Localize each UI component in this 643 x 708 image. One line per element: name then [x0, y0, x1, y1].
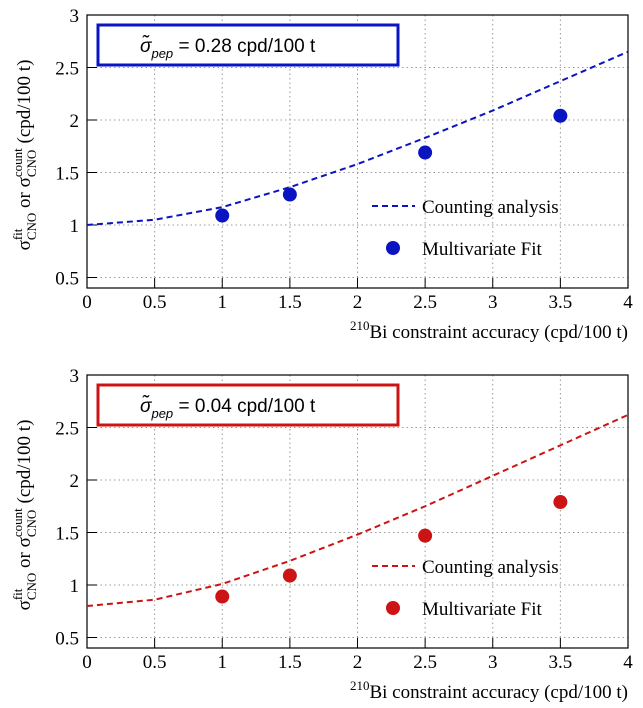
label-text: or σ — [14, 177, 35, 213]
supscript: count — [10, 508, 25, 537]
y-tick-label: 0.5 — [55, 629, 79, 650]
x-tick-label: 1 — [218, 292, 228, 313]
subscript: CNO — [24, 573, 39, 600]
legend-swatch — [386, 601, 400, 615]
supscript: 210 — [350, 318, 370, 333]
plot-frame — [86, 14, 629, 289]
y-tick-label: 1 — [70, 576, 80, 597]
data-point — [418, 145, 433, 160]
annotation-box — [96, 383, 400, 427]
x-tick-label: 0.5 — [143, 292, 167, 313]
x-tick-label: 3.5 — [549, 292, 573, 313]
x-tick-label: 0.5 — [143, 652, 167, 673]
data-point — [215, 589, 230, 604]
y-tick-label: 2.5 — [55, 59, 79, 80]
x-tick-label: 2 — [353, 292, 363, 313]
y-tick-label: 1 — [70, 216, 80, 237]
subscript: pep — [150, 46, 173, 61]
label-text: Bi constraint accuracy (cpd/100 t) — [369, 322, 628, 343]
x-tick-label: 2.5 — [413, 652, 437, 673]
legend-label: Counting analysis — [422, 557, 559, 578]
x-tick-label: 0 — [82, 292, 92, 313]
supscript: count — [10, 148, 25, 177]
supscript: fit — [10, 588, 25, 600]
y-tick-label: 2 — [70, 471, 80, 492]
label-text: = 0.04 cpd/100 t — [173, 396, 316, 417]
y-tick-label: 0.5 — [55, 269, 79, 290]
x-axis-label: 210Bi constraint accuracy (cpd/100 t) — [350, 678, 628, 703]
label-text: = 0.28 cpd/100 t — [173, 36, 316, 57]
curve — [86, 413, 629, 607]
data-point — [282, 187, 297, 202]
y-tick-label: 3 — [70, 6, 80, 27]
data-point — [553, 495, 568, 510]
x-tick-label: 2 — [353, 652, 363, 673]
subscript: CNO — [24, 150, 39, 177]
x-tick-label: 4 — [623, 652, 633, 673]
x-tick-label: 1.5 — [278, 292, 302, 313]
annotation: σ̃pep = 0.04 cpd/100 t — [140, 395, 316, 421]
data-point — [215, 208, 230, 223]
supscript: 210 — [350, 678, 370, 693]
legend-label: Multivariate Fit — [422, 239, 543, 260]
curve — [86, 50, 629, 226]
x-tick-label: 1.5 — [278, 652, 302, 673]
label-text: Bi constraint accuracy (cpd/100 t) — [369, 682, 628, 703]
y-tick-label: 1.5 — [55, 164, 79, 185]
label-text: or σ — [14, 537, 35, 573]
data-point — [553, 108, 568, 123]
y-axis-label: σfitCNO or σcountCNO (cpd/100 t) — [10, 420, 39, 611]
x-tick-label: 4 — [623, 292, 633, 313]
x-tick-label: 0 — [82, 652, 92, 673]
label-text: σ — [14, 240, 35, 250]
label-text: σ — [14, 600, 35, 610]
x-tick-label: 2.5 — [413, 292, 437, 313]
x-tick-label: 3.5 — [549, 652, 573, 673]
plot-frame — [86, 374, 629, 649]
subscript: pep — [150, 406, 173, 421]
annotation: σ̃pep = 0.28 cpd/100 t — [140, 35, 316, 61]
x-tick-label: 3 — [488, 292, 498, 313]
label-text: (cpd/100 t) — [14, 420, 35, 509]
subscript: CNO — [24, 510, 39, 537]
legend-label: Counting analysis — [422, 197, 559, 218]
x-axis-label: 210Bi constraint accuracy (cpd/100 t) — [350, 318, 628, 343]
x-tick-label: 1 — [218, 652, 228, 673]
subscript: CNO — [24, 213, 39, 240]
data-point — [282, 568, 297, 583]
label-text: (cpd/100 t) — [14, 60, 35, 149]
label-text: σ̃ — [140, 35, 153, 57]
supscript: fit — [10, 228, 25, 240]
y-tick-label: 3 — [70, 366, 80, 387]
legend-swatch — [386, 241, 400, 255]
legend-label: Multivariate Fit — [422, 599, 543, 620]
y-axis-label: σfitCNO or σcountCNO (cpd/100 t) — [10, 60, 39, 251]
x-tick-label: 3 — [488, 652, 498, 673]
y-tick-label: 2 — [70, 111, 80, 132]
label-text: σ̃ — [140, 395, 153, 417]
data-point — [418, 528, 433, 543]
y-tick-label: 1.5 — [55, 524, 79, 545]
annotation-box — [96, 23, 400, 67]
y-tick-label: 2.5 — [55, 419, 79, 440]
